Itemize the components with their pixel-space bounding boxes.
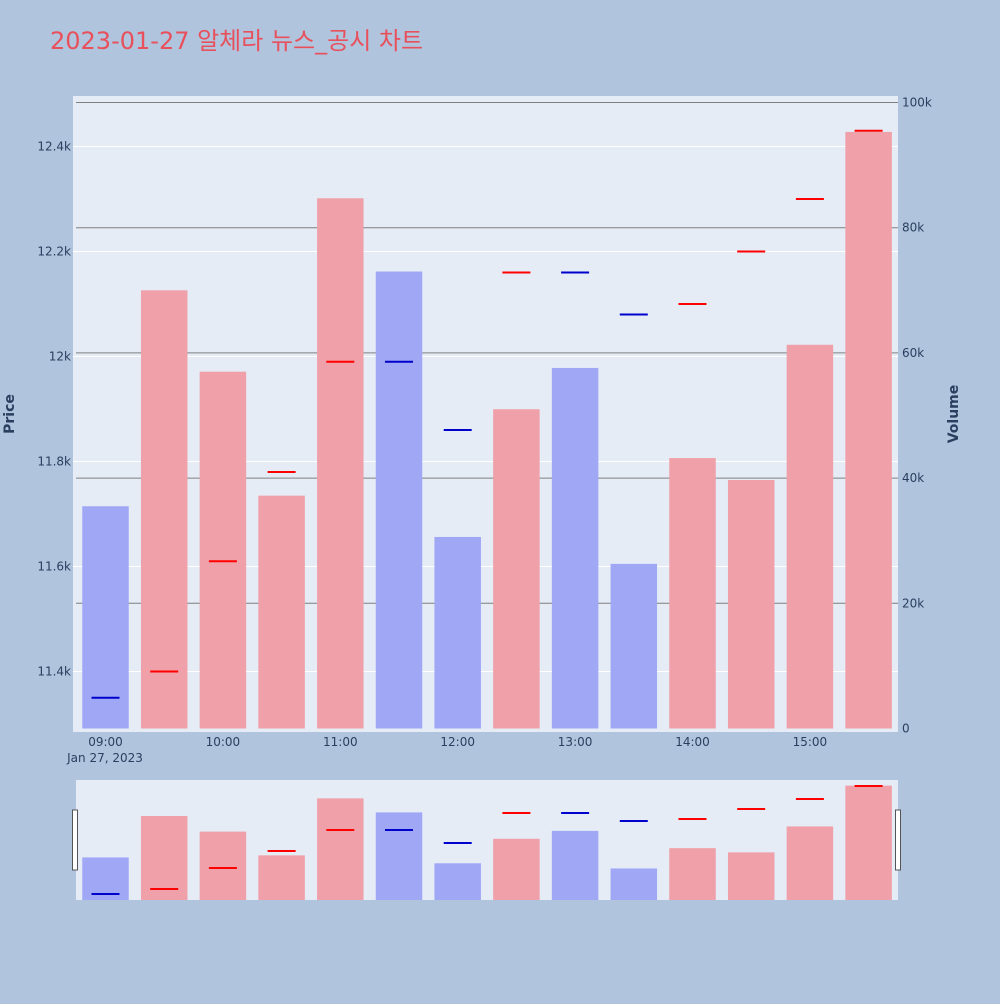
volume-bar[interactable]	[140, 290, 188, 729]
slider-volume-bar	[140, 816, 188, 900]
volume-tick-label: 20k	[902, 596, 924, 610]
price-axis-title: Price	[2, 394, 18, 434]
main-plot[interactable]: 11.4k 11.6k 11.8k 12k 12.2k 12.4k 0 20k 40k 60k 80…	[2, 96, 962, 766]
slider-volume-bar	[786, 826, 834, 900]
volume-bar[interactable]	[199, 371, 247, 729]
slider-volume-bar	[199, 831, 247, 900]
price-tick-label: 11.4k	[37, 665, 71, 679]
price-tick-label: 12.2k	[37, 245, 71, 259]
price-tick-label: 11.8k	[37, 455, 71, 469]
x-tick-label: 11:00	[323, 735, 358, 749]
volume-bar[interactable]	[493, 409, 540, 729]
slider-volume-bar	[317, 798, 364, 900]
price-tick-label: 11.6k	[37, 560, 71, 574]
volume-bar[interactable]	[317, 198, 364, 729]
slider-volume-bar	[375, 812, 423, 900]
x-date-label: Jan 27, 2023	[66, 751, 143, 765]
volume-bar[interactable]	[82, 506, 129, 729]
volume-tick-label: 40k	[902, 471, 924, 485]
x-tick-label: 12:00	[440, 735, 475, 749]
volume-bar[interactable]	[786, 344, 834, 729]
volume-bar[interactable]	[375, 271, 423, 729]
slider-background	[76, 780, 898, 900]
volume-bar[interactable]	[610, 563, 658, 729]
slider-handle-right[interactable]	[895, 809, 901, 871]
slider-handle-left[interactable]	[72, 809, 78, 871]
volume-bar[interactable]	[669, 458, 716, 729]
chart-title: 2023-01-27 알체라 뉴스_공시 차트	[50, 27, 423, 55]
slider-volume-bar	[610, 868, 658, 900]
volume-bar[interactable]	[258, 495, 305, 729]
volume-bar[interactable]	[434, 536, 481, 729]
price-tick-label: 12.4k	[37, 140, 71, 154]
volume-axis-title: Volume	[946, 385, 962, 444]
slider-volume-bar	[434, 863, 481, 900]
volume-tick-label: 80k	[902, 221, 924, 235]
slider-volume-bar	[493, 838, 540, 900]
volume-bar[interactable]	[727, 479, 775, 729]
volume-tick-label: 60k	[902, 346, 924, 360]
x-tick-label: 14:00	[675, 735, 710, 749]
slider-volume-bar	[82, 857, 129, 900]
x-tick-label: 10:00	[206, 735, 241, 749]
x-tick-label: 09:00	[88, 735, 123, 749]
slider-volume-bar	[845, 785, 892, 900]
slider-volume-bar	[727, 852, 775, 900]
volume-tick-label: 0	[902, 722, 910, 736]
range-slider[interactable]	[72, 780, 901, 900]
volume-tick-label: 100k	[902, 96, 932, 110]
slider-volume-bar	[258, 855, 305, 900]
x-tick-label: 13:00	[558, 735, 593, 749]
slider-volume-bar	[669, 848, 716, 900]
x-tick-label: 15:00	[793, 735, 828, 749]
slider-volume-bar	[551, 830, 599, 900]
volume-bar[interactable]	[551, 367, 599, 729]
volume-bar[interactable]	[845, 131, 892, 729]
price-tick-label: 12k	[49, 350, 71, 364]
